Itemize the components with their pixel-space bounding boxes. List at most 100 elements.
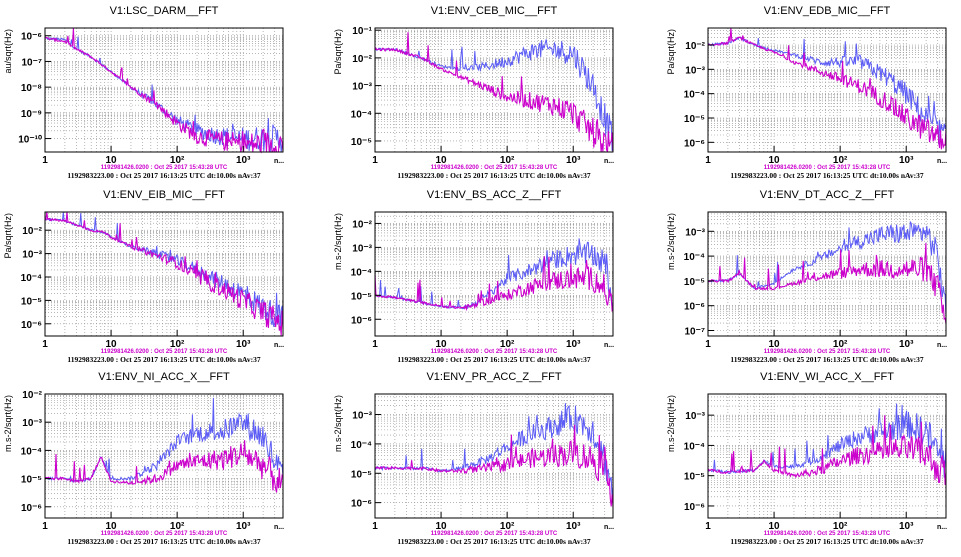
current-spectrum-line [44,36,284,153]
y-tick-label: 10⁻² [685,41,705,52]
reference-caption: 1192981426.0200 : Oct 25 2017 15:43:28 U… [764,165,891,171]
y-tick-label: 10⁻⁴ [684,90,705,101]
x-tick-label: 10³ [566,521,581,532]
x-tick-label: 1 [372,155,378,166]
fft-panel: V1:ENV_EDB_MIC__FFT Pa/sqrt(Hz) 1 10 10² 10³ n… [666,5,947,180]
grid-lines [708,394,946,518]
plot-frame [707,393,947,519]
fft-panel: V1:ENV_CEB_MIC__FFT Pa/sqrt(Hz) 1 10 10² 10³ n… [333,5,614,180]
x-axis-label-truncated: n... [274,158,284,165]
y-tick-label: 10⁻⁷ [684,326,705,337]
panel-title: V1:ENV_EIB_MIC__FFT [103,189,225,201]
plot-frame [707,211,947,337]
x-tick-label: 10³ [899,155,914,166]
x-tick-label: 10² [170,155,185,166]
grid-lines [45,212,283,336]
x-tick-label: 1 [42,521,48,532]
y-tick-label: 10⁻⁶ [684,302,705,313]
reference-spectrum-line [44,440,284,493]
y-tick-label: 10⁻⁸ [21,83,42,94]
x-tick-label: 10 [436,521,448,532]
x-tick-label: 10³ [566,339,581,350]
y-tick-label: 10⁻² [22,226,42,237]
y-tick-label: 10⁻⁵ [21,296,42,307]
y-axis-label: Pa/sqrt(Hz) [666,29,676,75]
reference-spectrum-line [374,424,614,508]
fft-panel: V1:ENV_EIB_MIC__FFT Pa/sqrt(Hz) 1 10 10² 10³ n… [3,189,284,364]
y-tick-label: 10⁻⁶ [21,320,42,331]
x-tick-label: 1 [372,339,378,350]
x-tick-label: 10³ [236,521,251,532]
y-tick-label: 10⁻⁴ [351,109,372,120]
gps-caption: 1192983223.00 : Oct 25 2017 16:13:25 UTC… [67,355,260,364]
y-tick-label: 10⁻⁵ [684,277,705,288]
x-tick-label: 10² [500,155,515,166]
gps-caption: 1192983223.00 : Oct 25 2017 16:13:25 UTC… [730,537,923,546]
x-axis-label-truncated: n... [274,524,284,531]
x-tick-label: 10² [833,521,848,532]
y-tick-label: 10⁻³ [352,243,372,254]
gps-caption: 1192983223.00 : Oct 25 2017 16:13:25 UTC… [397,355,590,364]
grid-lines [375,28,613,152]
x-tick-label: 10 [769,155,781,166]
panel-title: V1:ENV_NI_ACC_X__FFT [98,371,230,383]
grid-lines [45,394,283,518]
plot-frame [374,393,614,519]
y-tick-label: 10⁻⁶ [21,32,42,43]
x-tick-label: 10² [170,339,185,350]
panel-title: V1:ENV_BS_ACC_Z__FFT [427,189,562,201]
y-axis-label: Pa/sqrt(Hz) [3,213,13,259]
x-tick-label: 10 [436,339,448,350]
gps-caption: 1192983223.00 : Oct 25 2017 16:13:25 UTC… [730,171,923,180]
grid-lines [708,28,946,152]
x-tick-label: 10 [769,521,781,532]
y-tick-label: 10⁻¹⁰ [18,135,42,146]
x-tick-label: 10³ [566,155,581,166]
reference-caption: 1192981426.0200 : Oct 25 2017 15:43:28 U… [101,165,228,171]
x-axis-label-truncated: n... [937,524,947,531]
x-tick-label: 10² [833,339,848,350]
x-tick-label: 10² [500,521,515,532]
reference-caption: 1192981426.0200 : Oct 25 2017 15:43:28 U… [431,531,558,537]
x-tick-label: 1 [705,521,711,532]
y-axis-label: m.s-2/sqrt(Hz) [666,395,676,452]
y-tick-label: 10⁻⁶ [684,138,705,149]
reference-caption: 1192981426.0200 : Oct 25 2017 15:43:28 U… [101,531,228,537]
fft-panel: V1:LSC_DARM__FFT au/sqrt(Hz) 1 10 10² 10³ n...… [3,5,284,180]
y-tick-label: 10⁻⁵ [684,114,705,125]
x-axis-label-truncated: n... [937,342,947,349]
y-tick-label: 10⁻³ [685,227,705,238]
reference-spectrum-line [44,27,284,154]
x-tick-label: 10² [500,339,515,350]
x-axis-label-truncated: n... [604,158,614,165]
x-tick-label: 10 [769,339,781,350]
y-tick-label: 10⁻⁶ [684,502,705,513]
plot-frame [44,27,284,153]
y-tick-label: 10⁻² [352,54,372,65]
x-tick-label: 10² [833,155,848,166]
plot-frame [707,27,947,153]
gps-caption: 1192983223.00 : Oct 25 2017 16:13:25 UTC… [67,171,260,180]
panel-title: V1:ENV_PR_ACC_Z__FFT [426,371,561,383]
y-axis-label: m.s-2/sqrt(Hz) [666,213,676,270]
plot-frame [374,27,614,153]
y-tick-label: 10⁻⁶ [351,499,372,510]
current-spectrum-line [707,403,947,478]
y-tick-label: 10⁻⁴ [684,441,705,452]
reference-spectrum-line [374,32,614,153]
gps-caption: 1192983223.00 : Oct 25 2017 16:13:25 UTC… [67,537,260,546]
plot-frame [374,211,614,337]
y-tick-label: 10⁻³ [352,411,372,422]
x-tick-label: 10 [436,155,448,166]
fft-panel: V1:ENV_NI_ACC_X__FFT m.s-2/sqrt(Hz) 1 10 10²… [3,371,284,546]
gps-caption: 1192983223.00 : Oct 25 2017 16:13:25 UTC… [397,537,590,546]
x-tick-label: 10³ [899,339,914,350]
current-spectrum-line [374,39,614,152]
reference-caption: 1192981426.0200 : Oct 25 2017 15:43:28 U… [431,165,558,171]
y-tick-label: 10⁻⁴ [351,267,372,278]
x-tick-label: 10³ [899,521,914,532]
panel-title: V1:LSC_DARM__FFT [110,5,219,17]
x-axis-label-truncated: n... [937,158,947,165]
y-tick-label: 10⁻¹ [352,26,372,37]
fft-panel: V1:ENV_BS_ACC_Z__FFT m.s-2/sqrt(Hz) 1 10 10²… [333,189,614,364]
